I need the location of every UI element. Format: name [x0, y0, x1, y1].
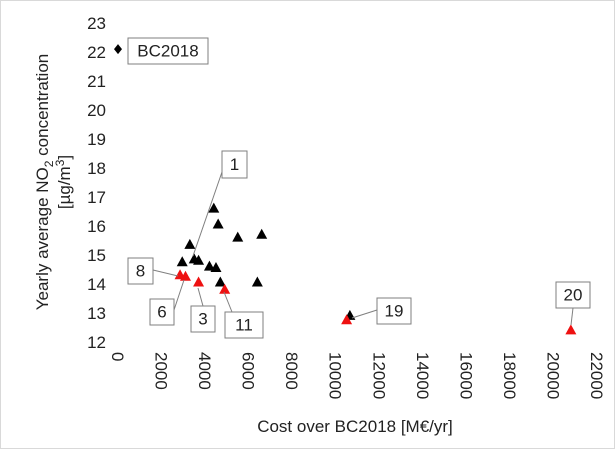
- annotation-box: [376, 297, 412, 325]
- y-tick-label: 15: [87, 246, 106, 265]
- x-tick-label: 0: [108, 352, 127, 361]
- x-tick-label: 20000: [543, 352, 562, 399]
- annotation-label: 1: [230, 155, 239, 174]
- x-tick-label: 2000: [152, 352, 171, 390]
- annotation-label: 20: [564, 285, 583, 304]
- data-point: [219, 283, 231, 294]
- annotation-label: 11: [235, 315, 253, 334]
- y-tick-label: 18: [87, 159, 106, 178]
- y-label-sub: 2: [42, 160, 56, 167]
- leader-line: [197, 287, 204, 307]
- annotation-box: [127, 37, 209, 65]
- data-point: [193, 254, 205, 265]
- leader-line: [351, 309, 378, 319]
- leader-line: [192, 171, 223, 257]
- leader-line: [570, 307, 574, 326]
- annotation-box: [149, 298, 175, 326]
- annotation-box: [555, 281, 591, 309]
- annotation-label: BC2018: [137, 41, 198, 60]
- y-label-line2: [µg/m3]: [53, 155, 74, 209]
- annotation-label: 6: [157, 302, 166, 321]
- leader-line: [223, 291, 233, 313]
- annotation-box: [127, 257, 154, 285]
- data-point: [203, 260, 215, 271]
- y-tick-label: 20: [87, 101, 106, 120]
- y-label-text: ]: [55, 155, 74, 160]
- y-label-text: concentration: [33, 54, 52, 161]
- y-tick-label: 21: [87, 72, 106, 91]
- x-tick-label: 6000: [239, 352, 258, 390]
- y-tick-label: 12: [87, 333, 106, 352]
- x-tick-label: 4000: [195, 352, 214, 390]
- data-point: [114, 44, 122, 55]
- y-label-line1: Yearly average NO2 concentration: [33, 54, 56, 311]
- y-tick-label: 23: [87, 14, 106, 33]
- data-point: [208, 202, 220, 213]
- x-tick-label: 18000: [500, 352, 519, 399]
- y-tick-label: 14: [87, 275, 106, 294]
- data-point: [179, 270, 191, 281]
- data-point: [251, 276, 263, 287]
- y-tick-label: 19: [87, 130, 106, 149]
- data-point: [193, 276, 205, 287]
- x-tick-label: 8000: [282, 352, 301, 390]
- data-point: [176, 256, 188, 267]
- y-label-sup: 3: [53, 159, 67, 166]
- y-axis-label: Yearly average NO2 concentration [µg/m3]: [33, 54, 74, 311]
- x-axis-label: Cost over BC2018 [M€/yr]: [257, 417, 453, 436]
- leader-line: [173, 279, 185, 311]
- y-tick-label: 22: [87, 43, 106, 62]
- data-point: [212, 218, 224, 229]
- x-tick-label: 14000: [413, 352, 432, 399]
- annotation-label: 8: [136, 261, 145, 280]
- annotation-label: 19: [385, 301, 404, 320]
- x-tick-label: 22000: [587, 352, 606, 399]
- data-point: [210, 262, 222, 273]
- annotation-label: 3: [198, 309, 207, 328]
- y-tick-label: 13: [87, 304, 106, 323]
- data-point: [256, 228, 268, 239]
- x-tick-label: 16000: [456, 352, 475, 399]
- y-label-text: Yearly average NO: [33, 167, 52, 310]
- leader-line: [152, 269, 179, 277]
- y-tick-label: 16: [87, 217, 106, 236]
- annotation-box: [224, 311, 264, 339]
- x-tick-label: 12000: [369, 352, 388, 399]
- y-tick-label: 17: [87, 188, 106, 207]
- data-point: [565, 324, 577, 335]
- data-point: [184, 238, 196, 249]
- data-point: [214, 276, 226, 287]
- annotation-box: [221, 150, 248, 179]
- y-label-text: [µg/m: [55, 166, 74, 209]
- data-point: [232, 231, 244, 242]
- x-tick-label: 10000: [326, 352, 345, 399]
- data-point: [341, 314, 353, 325]
- annotation-box: [190, 305, 216, 333]
